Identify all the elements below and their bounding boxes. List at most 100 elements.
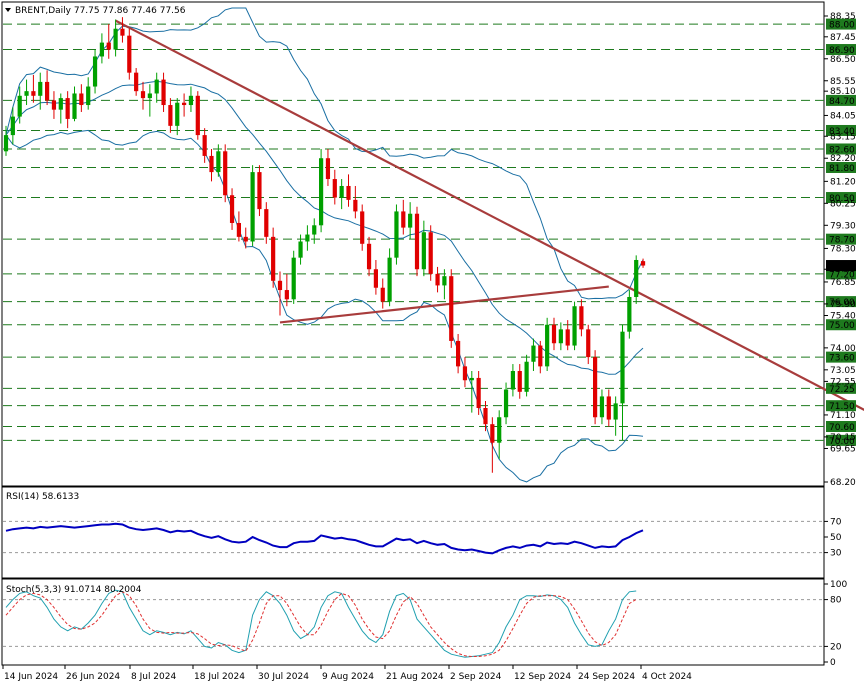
bearish-candle — [462, 357, 468, 388]
bearish-candle — [223, 144, 228, 203]
candle-body — [360, 211, 365, 244]
bearish-candle — [127, 28, 132, 80]
date-axis-label: 14 Jun 2024 — [4, 672, 58, 682]
bearish-candle — [284, 273, 289, 307]
candle-body — [346, 185, 351, 200]
bullish-candle — [599, 389, 605, 425]
rsi-panel[interactable]: RSI(14) 58.6133 — [1, 486, 825, 579]
bearish-candle — [31, 74, 36, 103]
price-level-label: 73.60 — [829, 354, 855, 364]
candle-body — [387, 257, 392, 302]
rsi-axis-label: 30 — [830, 549, 842, 559]
bullish-candle — [188, 86, 194, 112]
bearish-candle — [243, 227, 248, 249]
price-axis-label: 84.05 — [830, 111, 856, 121]
price-level-label: 82.60 — [829, 145, 855, 155]
bearish-candle — [277, 271, 283, 316]
price-level-tag — [826, 44, 856, 56]
collapse-triangle-icon[interactable] — [5, 8, 11, 12]
candle-body — [442, 276, 447, 286]
price-level-tag — [826, 268, 856, 280]
bullish-candle — [394, 204, 399, 265]
date-axis-label: 2 Sep 2024 — [450, 672, 502, 682]
bullish-candle — [17, 86, 22, 124]
bullish-candle — [99, 33, 104, 64]
rsi-title: RSI(14) 58.6133 — [6, 492, 79, 502]
bollinger-bands — [5, 7, 644, 483]
candle-body — [271, 236, 276, 281]
bearish-candle — [51, 91, 57, 119]
rsi-panel-frame — [1, 486, 825, 579]
bullish-candle — [524, 354, 529, 397]
bullish-candle — [627, 290, 632, 339]
date-axis-label: 12 Sep 2024 — [514, 672, 571, 682]
bearish-candle — [401, 199, 406, 235]
stoch-panel[interactable]: Stoch(5,3,3) 91.0714 80.2004 — [1, 578, 825, 666]
candle-body — [339, 185, 344, 198]
trendline — [115, 19, 864, 412]
bearish-candle — [579, 299, 584, 337]
bullish-candle — [319, 148, 324, 233]
bearish-candle — [360, 204, 365, 251]
date-axis-label: 4 Oct 2024 — [642, 672, 692, 682]
bearish-candle — [45, 70, 50, 106]
candle-body — [572, 306, 577, 346]
bullish-candle — [558, 322, 563, 351]
bearish-candle — [264, 202, 269, 244]
price-panel[interactable]: BRENT,Daily 77.75 77.86 77.46 77.56 — [1, 1, 864, 487]
bearish-candle — [640, 258, 646, 268]
candle-body — [209, 155, 214, 173]
bearish-candle — [565, 320, 570, 351]
bullish-candle — [634, 255, 639, 304]
bullish-candle — [72, 86, 77, 122]
bearish-candle — [476, 370, 481, 415]
price-axis-label: 83.15 — [830, 132, 856, 142]
bullish-candle — [92, 49, 98, 94]
candle-body — [353, 199, 358, 212]
price-axis-label: 86.50 — [830, 55, 856, 65]
bullish-candle — [24, 79, 29, 106]
price-level-label: 81.80 — [829, 164, 855, 174]
candle-body — [202, 135, 207, 156]
candle-body — [503, 389, 509, 418]
bearish-candle — [593, 350, 598, 425]
candle-body — [51, 100, 57, 110]
bullish-candle — [216, 144, 221, 177]
price-level-label: 78.70 — [829, 236, 855, 246]
price-level-label: 70.60 — [829, 423, 855, 433]
candle-body — [319, 158, 324, 226]
price-axis-label: 71.10 — [830, 411, 856, 421]
bullish-candle — [531, 338, 536, 371]
candle-body — [599, 396, 605, 418]
bullish-candle — [339, 179, 344, 210]
price-level-label: 80.50 — [829, 194, 855, 204]
candle-body — [325, 158, 331, 180]
bullish-candle — [545, 317, 550, 371]
candle-body — [284, 290, 289, 300]
price-axis-label: 68.20 — [830, 478, 856, 488]
price-axis-label: 72.55 — [830, 377, 856, 387]
bullish-candle — [497, 410, 502, 459]
price-level-label: 84.70 — [829, 97, 855, 107]
candle-body — [586, 329, 591, 358]
bullish-candle — [10, 107, 15, 145]
bearish-candle — [586, 324, 591, 365]
price-level-tag — [826, 420, 856, 432]
price-level-tag — [826, 124, 856, 136]
bearish-candle — [353, 185, 358, 219]
bullish-candle — [312, 218, 317, 244]
candle-body — [640, 261, 646, 266]
bullish-candle — [572, 301, 577, 351]
candle-body — [154, 79, 159, 94]
bearish-candle — [517, 364, 522, 399]
stoch-d-line — [5, 591, 637, 657]
bullish-candle — [291, 250, 296, 304]
candle-body — [366, 243, 372, 270]
date-axis-label: 9 Aug 2024 — [322, 672, 374, 682]
price-level-tag — [826, 319, 856, 331]
bearish-candle — [195, 91, 200, 140]
date-axis: 14 Jun 2024 26 Jun 2024 8 Jul 2024 18 Jul 2… — [2, 665, 692, 682]
price-level-label: 88.00 — [829, 21, 855, 31]
candle-body — [579, 306, 584, 330]
price-axis-label: 74.00 — [830, 344, 856, 354]
